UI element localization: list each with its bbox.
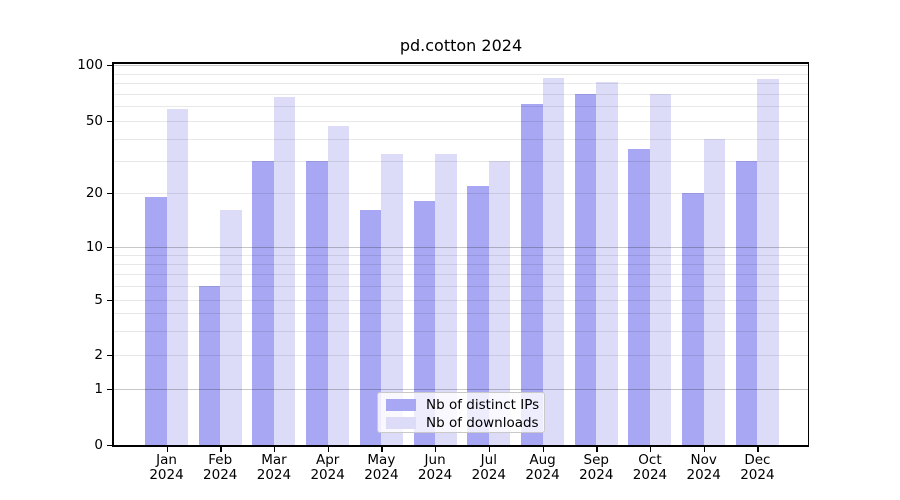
bar-downloads [649,93,672,445]
bar-distinct-ips [521,103,543,445]
gridline [113,161,808,163]
gridline [113,286,808,288]
gridline [113,121,808,122]
bar-downloads [220,210,242,445]
x-tick-mark [327,446,330,452]
legend-item-distinct-ips: Nb of distinct IPs [386,397,544,413]
bar-downloads [703,138,726,445]
gridline [113,65,808,66]
gridline [113,255,808,257]
gridline [113,93,808,95]
x-tick-label: Jun 2024 [417,452,453,483]
x-tick-mark [596,446,598,452]
bar-distinct-ips [735,161,758,445]
bar-distinct-ips [574,93,597,445]
y-tick-label: 1 [94,380,103,397]
left-spine [112,62,114,447]
y-tick-mark [106,193,114,195]
legend-label: Nb of downloads [426,415,539,431]
x-tick-label: Oct 2024 [632,452,668,483]
gridline [113,274,808,276]
bar-downloads [488,161,511,445]
bar-distinct-ips [413,201,436,445]
bar-downloads [166,109,188,445]
x-tick-mark [381,446,383,452]
y-tick-label: 0 [94,436,103,453]
x-tick-mark [542,446,544,452]
x-tick-label: Feb 2024 [203,452,238,483]
gridline [113,138,808,140]
y-tick-mark [106,121,114,123]
bar-distinct-ips [252,161,274,445]
gridline [113,73,808,75]
gridline [113,83,808,85]
bar-distinct-ips [682,193,704,445]
bar-distinct-ips [467,185,489,445]
y-tick-label: 20 [85,184,103,201]
x-tick-mark [488,446,491,452]
bar-downloads [542,78,565,445]
x-tick-mark [220,446,222,452]
x-tick-label: Dec 2024 [740,452,775,483]
chart-title: pd.cotton 2024 [399,36,523,55]
top-spine [112,62,809,64]
x-tick-mark [649,446,652,452]
bar-downloads [327,125,350,445]
y-tick-mark [106,355,114,357]
gridline [113,300,808,301]
bar-downloads [435,153,457,445]
bottom-spine [112,445,809,447]
distinct-ips-swatch [386,399,416,411]
x-tick-mark [166,446,168,452]
right-spine [807,62,809,447]
y-tick-mark [106,389,114,391]
gridline [113,247,808,248]
legend: Nb of distinct IPs Nb of downloads [377,392,545,433]
gridline [113,193,808,194]
y-tick-label: 2 [94,346,103,363]
legend-item-downloads: Nb of downloads [386,415,544,431]
y-tick-mark [106,247,114,249]
x-tick-label: Aug 2024 [525,452,560,483]
bar-distinct-ips [628,149,650,445]
y-tick-mark [106,445,114,447]
downloads-swatch [386,417,416,429]
x-tick-mark [757,446,759,452]
x-tick-label: Nov 2024 [686,452,721,483]
x-tick-label: Apr 2024 [310,452,345,483]
legend-label: Nb of distinct IPs [426,397,540,413]
bar-distinct-ips [306,161,328,445]
x-tick-label: May 2024 [364,452,399,483]
bar-downloads [596,82,618,445]
y-tick-label: 5 [94,291,103,308]
gridline [113,264,808,266]
bar-distinct-ips [145,196,167,445]
x-tick-label: Jul 2024 [471,452,506,483]
bar-distinct-ips [198,286,221,445]
bar-downloads [757,79,779,445]
gridline [113,330,808,332]
gridline [113,355,808,356]
bar-distinct-ips [359,210,382,445]
bar-downloads [381,153,403,445]
x-tick-mark [273,446,276,452]
y-tick-label: 100 [77,56,103,73]
y-tick-mark [106,65,114,67]
bar-downloads [273,97,296,445]
gridline [113,389,808,390]
x-tick-label: Sep 2024 [579,452,614,483]
gridline [113,313,808,315]
x-tick-label: Jan 2024 [149,452,184,483]
gridline [113,106,808,108]
y-tick-label: 10 [85,238,103,255]
y-tick-label: 50 [85,112,103,129]
x-tick-label: Mar 2024 [256,452,292,483]
x-tick-mark [435,446,437,452]
x-tick-mark [703,446,706,452]
y-tick-mark [106,300,114,302]
